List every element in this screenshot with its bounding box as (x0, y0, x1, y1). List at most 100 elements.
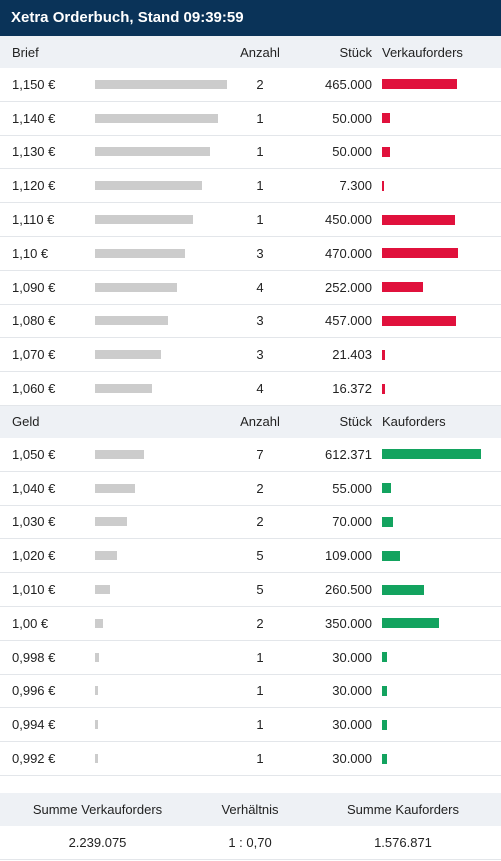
buy-quantity: 30.000 (332, 717, 372, 733)
sell-depth-bar (95, 215, 193, 225)
sell-count: 2 (256, 76, 264, 92)
sell-volume-bar (382, 248, 458, 259)
sell-price: 1,080 € (12, 313, 56, 329)
sell-count: 3 (256, 245, 264, 261)
sell-depth-bar (95, 282, 177, 292)
sell-count: 1 (256, 178, 264, 194)
sell-price: 1,10 € (12, 245, 49, 261)
buy-count: 2 (256, 615, 264, 631)
sell-qty-header: Stück (339, 44, 372, 60)
buy-orders-header: Kauforders (382, 414, 446, 430)
sell-depth-bar (95, 384, 152, 394)
sell-order-row: 1,110 € 1 450.000 (0, 203, 501, 237)
buy-depth-bar (95, 585, 110, 595)
buy-depth-bar (95, 449, 144, 459)
sell-orders-header: Verkauforders (382, 44, 463, 60)
sell-rows: 1,150 € 2 465.000 1,140 € 1 50.000 1,130 € 1 50.… (0, 68, 501, 406)
buy-price: 1,020 € (12, 548, 56, 564)
buy-quantity: 30.000 (332, 751, 372, 767)
buy-price: 0,992 € (12, 751, 56, 767)
sell-price: 1,140 € (12, 110, 56, 126)
buy-quantity: 260.500 (325, 582, 372, 598)
buy-quantity: 350.000 (325, 615, 372, 631)
sell-price: 1,130 € (12, 144, 56, 160)
buy-header-row: Geld Anzahl Stück Kauforders (0, 405, 501, 438)
buy-quantity: 612.371 (325, 446, 372, 462)
summary-ratio-label: Verhältnis (221, 801, 279, 817)
buy-count: 1 (256, 649, 264, 665)
buy-order-row: 1,020 € 5 109.000 (0, 539, 501, 574)
sell-quantity: 470.000 (325, 245, 372, 261)
sell-order-row: 1,120 € 1 7.300 (0, 169, 501, 204)
buy-volume-bar (382, 550, 400, 561)
buy-order-row: 0,998 € 1 30.000 (0, 640, 501, 675)
sell-quantity: 50.000 (332, 144, 372, 160)
buy-quantity: 70.000 (332, 514, 372, 530)
sell-count: 4 (256, 279, 264, 295)
sell-depth-bar (95, 181, 202, 191)
buy-count: 1 (256, 751, 264, 767)
buy-count: 2 (256, 514, 264, 530)
buy-depth-bar (95, 618, 103, 628)
sell-order-row: 1,080 € 3 457.000 (0, 304, 501, 339)
buy-order-row: 1,030 € 2 70.000 (0, 505, 501, 540)
summary-values: 2.239.075 1 : 0,70 1.576.871 (0, 826, 501, 860)
buy-price: 0,996 € (12, 683, 56, 699)
sell-order-row: 1,10 € 3 470.000 (0, 236, 501, 271)
sell-price: 1,120 € (12, 178, 56, 194)
buy-price: 0,998 € (12, 649, 56, 665)
sell-count: 1 (256, 144, 264, 160)
sell-depth-bar (95, 248, 185, 258)
sell-quantity: 457.000 (325, 313, 372, 329)
buy-depth-bar (95, 754, 98, 764)
sell-price: 1,150 € (12, 76, 56, 92)
sell-volume-bar (382, 383, 385, 394)
sell-depth-bar (95, 113, 218, 123)
buy-order-row: 1,00 € 2 350.000 (0, 606, 501, 641)
buy-price: 1,040 € (12, 480, 56, 496)
buy-depth-bar (95, 652, 99, 662)
sell-volume-bar (382, 146, 390, 157)
buy-order-row: 1,050 € 7 612.371 (0, 437, 501, 472)
sell-quantity: 21.403 (332, 347, 372, 363)
sell-price: 1,090 € (12, 279, 56, 295)
buy-count: 7 (256, 446, 264, 462)
summary-buy-label: Summe Kauforders (347, 801, 459, 817)
sell-volume-bar (382, 79, 457, 90)
buy-price: 1,030 € (12, 514, 56, 530)
buy-depth-bar (95, 551, 117, 561)
buy-rows: 1,050 € 7 612.371 1,040 € 2 55.000 1,030 € 2 70.… (0, 437, 501, 776)
buy-count: 5 (256, 548, 264, 564)
buy-order-row: 1,010 € 5 260.500 (0, 573, 501, 607)
buy-depth-bar (95, 686, 98, 696)
buy-order-row: 0,992 € 1 30.000 (0, 742, 501, 776)
sell-depth-bar (95, 79, 227, 89)
sell-price-header: Brief (12, 44, 39, 60)
sell-count: 1 (256, 212, 264, 228)
buy-price: 1,050 € (12, 446, 56, 462)
sell-price: 1,060 € (12, 381, 56, 397)
sell-quantity: 50.000 (332, 110, 372, 126)
buy-count: 1 (256, 717, 264, 733)
buy-volume-bar (382, 483, 391, 494)
buy-volume-bar (382, 584, 424, 595)
sell-price: 1,070 € (12, 347, 56, 363)
sell-order-row: 1,070 € 3 21.403 (0, 338, 501, 373)
summary-ratio: 1 : 0,70 (228, 834, 272, 850)
buy-quantity: 30.000 (332, 683, 372, 699)
buy-qty-header: Stück (339, 414, 372, 430)
sell-order-row: 1,140 € 1 50.000 (0, 101, 501, 136)
sell-quantity: 252.000 (325, 279, 372, 295)
buy-count: 2 (256, 480, 264, 496)
buy-order-row: 0,996 € 1 30.000 (0, 674, 501, 709)
buy-volume-bar (382, 618, 439, 629)
sell-depth-bar (95, 147, 210, 157)
buy-quantity: 109.000 (325, 548, 372, 564)
sell-volume-bar (382, 214, 455, 225)
sell-order-row: 1,090 € 4 252.000 (0, 270, 501, 305)
buy-quantity: 30.000 (332, 649, 372, 665)
sell-depth-bar (95, 316, 168, 326)
sell-volume-bar (382, 315, 456, 326)
buy-depth-bar (95, 517, 127, 527)
